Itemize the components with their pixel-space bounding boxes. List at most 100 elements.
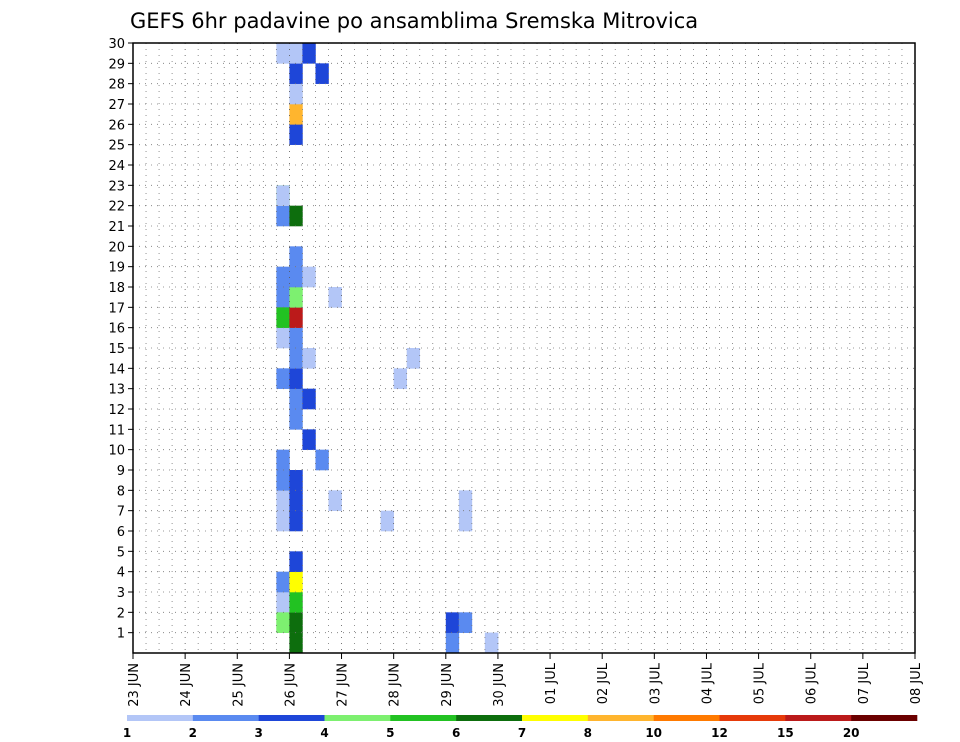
heatmap-cell <box>289 307 303 328</box>
colorbar-label: 4 <box>320 726 328 740</box>
x-tick-label: 01 JUL <box>544 662 559 704</box>
heatmap-cell <box>276 571 290 593</box>
heatmap-cell <box>289 205 303 227</box>
colorbar-swatch <box>522 715 589 721</box>
colorbar-label: 15 <box>777 726 794 740</box>
x-tick-label: 27 JUN <box>336 663 351 707</box>
x-tick-label: 07 JUL <box>857 662 872 704</box>
x-tick-label: 29 JUN <box>440 663 455 707</box>
y-tick-label: 7 <box>117 505 125 520</box>
y-tick-label: 21 <box>108 220 125 235</box>
heatmap-cell <box>276 449 290 471</box>
heatmap-cell <box>289 571 303 593</box>
colorbar-swatch <box>851 715 918 721</box>
heatmap-cell <box>406 348 421 369</box>
heatmap-cell <box>276 592 290 613</box>
x-axis: 23 JUN 24 JUN 25 JUN 26 JUN 27 JUN 28 JUN 29 J… <box>127 653 924 707</box>
colorbar-swatch <box>324 715 391 721</box>
heatmap-cell <box>276 307 290 328</box>
colorbar-label: 3 <box>254 726 262 740</box>
y-tick-label: 3 <box>117 586 125 601</box>
heatmap-cell <box>302 266 316 288</box>
y-tick-label: 20 <box>108 240 125 255</box>
heatmap-cell <box>302 429 316 450</box>
heatmap-cell <box>328 287 342 308</box>
heatmap-cell <box>289 63 303 84</box>
y-tick-label: 26 <box>108 118 125 133</box>
y-tick-label: 4 <box>117 566 125 581</box>
y-tick-label: 15 <box>108 342 125 357</box>
x-tick-label: 24 JUN <box>179 663 194 707</box>
colorbar-swatch <box>653 715 720 721</box>
colorbar-label: 5 <box>386 726 394 740</box>
heatmap-cell <box>289 124 303 145</box>
colorbar-label: 7 <box>518 726 526 740</box>
y-tick-label: 8 <box>117 484 125 499</box>
heatmap-cell <box>276 205 290 227</box>
colorbar-swatch <box>456 715 523 721</box>
heatmap-cell <box>276 327 290 349</box>
y-axis: 1234567891011121314151617181920212223242… <box>108 37 133 642</box>
x-tick-label: 02 JUL <box>596 662 611 704</box>
y-tick-label: 16 <box>108 322 125 337</box>
heatmap-cell <box>276 185 290 206</box>
y-tick-label: 5 <box>117 545 125 560</box>
colorbar: 1 2 3 4 5 6 7 8 10 12 15 20 <box>123 715 918 740</box>
x-tick-label: 30 JUN <box>492 663 507 707</box>
heatmap-cell <box>289 368 303 389</box>
heatmap-cell <box>276 470 290 491</box>
y-tick-label: 2 <box>117 606 125 621</box>
heatmap-cell <box>289 409 303 430</box>
x-tick-label: 05 JUL <box>753 662 768 704</box>
x-tick-label: 25 JUN <box>231 663 246 707</box>
colorbar-label: 1 <box>123 726 131 740</box>
heatmap-cell <box>458 490 473 511</box>
y-tick-label: 23 <box>108 179 125 194</box>
y-tick-label: 12 <box>108 403 125 418</box>
heatmap-cell <box>302 388 316 410</box>
heatmap-cell <box>289 348 303 369</box>
heatmap-cell <box>276 266 290 288</box>
heatmap-cell <box>380 510 394 532</box>
heatmap-cell <box>276 43 290 64</box>
y-tick-label: 11 <box>108 423 125 438</box>
y-tick-label: 25 <box>108 139 125 154</box>
colorbar-label: 10 <box>645 726 662 740</box>
y-tick-label: 29 <box>108 57 125 72</box>
x-tick-label: 03 JUL <box>648 662 663 704</box>
colorbar-label: 6 <box>452 726 460 740</box>
x-tick-label: 06 JUL <box>805 662 820 704</box>
heatmap-cell <box>276 510 290 532</box>
heatmap-cell <box>484 632 499 654</box>
y-tick-label: 27 <box>108 98 125 113</box>
colorbar-swatch <box>719 715 786 721</box>
y-tick-label: 22 <box>108 200 125 215</box>
heatmap-cell <box>289 490 303 511</box>
x-tick-label: 04 JUL <box>700 662 715 704</box>
heatmap-cell <box>289 104 303 125</box>
colorbar-swatch <box>192 715 259 721</box>
heatmap-cell <box>328 490 342 511</box>
heatmap-cell <box>289 327 303 349</box>
colorbar-label: 8 <box>584 726 592 740</box>
heatmap-cell <box>289 83 303 105</box>
y-tick-label: 14 <box>108 362 125 377</box>
y-tick-label: 18 <box>108 281 125 296</box>
colorbar-label: 20 <box>843 726 860 740</box>
colorbar-label: 2 <box>189 726 197 740</box>
heatmap-cell <box>302 43 316 64</box>
y-tick-label: 24 <box>108 159 125 174</box>
y-tick-label: 19 <box>108 261 125 276</box>
heatmap-cell <box>445 612 460 633</box>
heatmap-cell <box>458 612 473 633</box>
x-tick-label: 26 JUN <box>283 663 298 707</box>
y-tick-label: 9 <box>117 464 125 479</box>
heatmap-cell <box>315 63 329 84</box>
heatmap-cell <box>276 368 290 389</box>
y-tick-label: 30 <box>108 37 125 52</box>
colorbar-swatch <box>390 715 457 721</box>
y-tick-label: 10 <box>108 444 125 459</box>
chart-title: GEFS 6hr padavine po ansamblima Sremska … <box>130 9 698 33</box>
colorbar-swatch <box>785 715 852 721</box>
x-tick-label: 23 JUN <box>127 663 142 707</box>
